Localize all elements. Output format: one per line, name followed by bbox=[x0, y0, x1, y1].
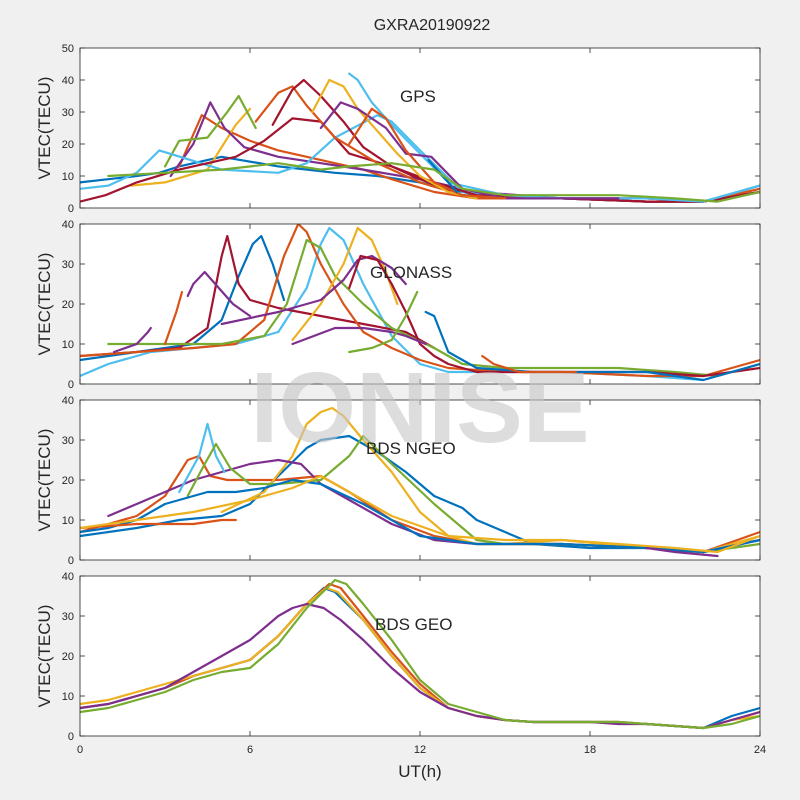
x-axis-label: UT(h) bbox=[398, 762, 441, 781]
plot-area bbox=[80, 224, 760, 384]
y-tick-label: 30 bbox=[62, 107, 74, 119]
series-line-8 bbox=[271, 78, 760, 203]
y-axis-label: VTEC(TECU) bbox=[35, 605, 54, 708]
series-line-9 bbox=[645, 546, 719, 558]
y-tick-label: 0 bbox=[68, 555, 74, 567]
panel-1: 0 10 20 30 40 VTEC(TECU) GLONASS bbox=[35, 219, 761, 391]
y-tick-label: 30 bbox=[62, 435, 74, 447]
x-tick-label: 12 bbox=[414, 744, 426, 756]
plot-area bbox=[80, 576, 760, 736]
y-tick-label: 0 bbox=[68, 731, 74, 743]
y-tick-label: 20 bbox=[62, 475, 74, 487]
y-tick-label: 0 bbox=[68, 203, 74, 215]
y-tick-label: 0 bbox=[68, 379, 74, 391]
series-line-14 bbox=[163, 290, 184, 346]
series-line-13 bbox=[112, 326, 152, 354]
panel-2: 0 10 20 30 40 VTEC(TECU) BDS NGEO bbox=[35, 395, 761, 567]
series-line-8 bbox=[80, 474, 760, 554]
panel-3: 0 10 20 30 40 0 6 12 18 24 VTEC(TECU) BDS GEO bbox=[35, 571, 766, 756]
y-tick-label: 10 bbox=[62, 171, 74, 183]
series-line-0 bbox=[80, 434, 760, 554]
series-line-10 bbox=[348, 290, 419, 354]
series-group bbox=[80, 224, 760, 382]
panel-label: BDS GEO bbox=[375, 615, 452, 634]
panel-label: GPS bbox=[400, 87, 436, 106]
series-line-4 bbox=[163, 94, 257, 168]
plot-area bbox=[80, 48, 760, 208]
series-line-14 bbox=[107, 162, 760, 203]
series-line-5 bbox=[107, 238, 760, 378]
y-tick-label: 20 bbox=[62, 299, 74, 311]
panels: 0 10 20 30 40 50 VTEC(TECU) GPS 0 10 20 30 40 VTEC(TE… bbox=[35, 43, 766, 756]
series-line-3 bbox=[186, 270, 252, 318]
y-tick-label: 30 bbox=[62, 259, 74, 271]
y-axis-label: VTEC(TECU) bbox=[35, 253, 54, 356]
y-tick-label: 10 bbox=[62, 515, 74, 527]
series-line-12 bbox=[348, 107, 507, 200]
series-group bbox=[80, 72, 760, 203]
y-tick-label: 40 bbox=[62, 571, 74, 583]
series-group bbox=[80, 578, 760, 730]
series-group bbox=[80, 406, 760, 558]
figure-title: GXRA20190922 bbox=[374, 17, 491, 34]
panel-label: GLONASS bbox=[370, 263, 452, 282]
x-tick-label: 6 bbox=[247, 744, 253, 756]
y-tick-label: 50 bbox=[62, 43, 74, 55]
series-line-4 bbox=[178, 422, 226, 494]
panel-0: 0 10 20 30 40 50 VTEC(TECU) GPS bbox=[35, 43, 761, 215]
x-tick-label: 18 bbox=[584, 744, 596, 756]
y-tick-label: 40 bbox=[62, 219, 74, 231]
series-line-7 bbox=[80, 518, 237, 530]
y-tick-label: 10 bbox=[62, 339, 74, 351]
watermark: IONISE bbox=[251, 352, 590, 464]
y-tick-label: 40 bbox=[62, 75, 74, 87]
y-tick-label: 20 bbox=[62, 139, 74, 151]
series-line-9 bbox=[311, 78, 478, 200]
series-line-12 bbox=[481, 354, 577, 374]
panel-label: BDS NGEO bbox=[366, 439, 456, 458]
y-axis-label: VTEC(TECU) bbox=[35, 429, 54, 532]
series-line-4 bbox=[80, 578, 760, 730]
y-axis-label: VTEC(TECU) bbox=[35, 77, 54, 180]
series-line-7 bbox=[220, 254, 407, 326]
series-line-11 bbox=[319, 101, 620, 200]
x-tick-label: 0 bbox=[77, 744, 83, 756]
y-tick-label: 10 bbox=[62, 691, 74, 703]
y-tick-label: 40 bbox=[62, 395, 74, 407]
x-tick-label: 24 bbox=[754, 744, 766, 756]
y-tick-label: 30 bbox=[62, 611, 74, 623]
y-tick-label: 20 bbox=[62, 651, 74, 663]
series-line-9 bbox=[291, 326, 427, 346]
series-line-6 bbox=[291, 226, 399, 342]
